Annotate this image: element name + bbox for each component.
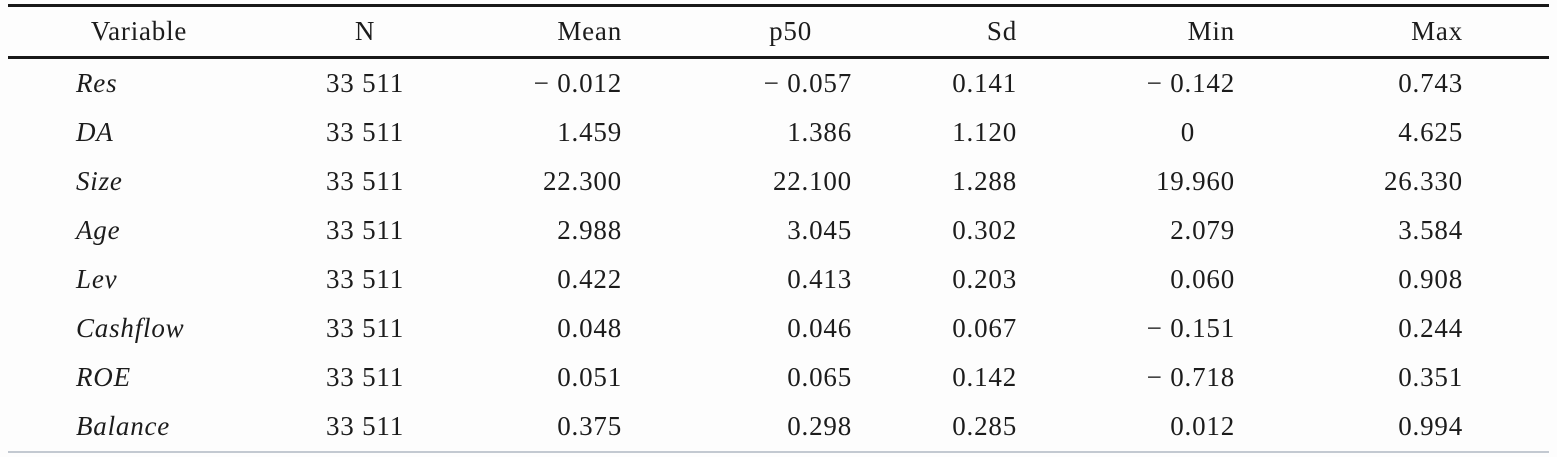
cell-mean: 2.988 [557, 215, 622, 245]
table-header-row: Variable N Mean p50 Sd Min Max [8, 5, 1549, 58]
cell-mean: 1.459 [557, 117, 622, 147]
cell-max: 4.625 [1398, 117, 1463, 147]
column-header-sd: Sd [986, 16, 1017, 46]
cell-mean: 0.048 [557, 313, 622, 343]
cell-variable: DA [76, 117, 114, 147]
cell-mean: 22.300 [542, 166, 622, 196]
column-header-variable: Variable [90, 16, 188, 46]
cell-mean: 0.375 [557, 411, 622, 441]
table-row: Lev 33 511 0.422 0.413 0.203 0.060 0.908 [8, 255, 1549, 304]
cell-n: 33 511 [325, 166, 405, 196]
table-row: DA 33 511 1.459 1.386 1.120 0 4.625 [8, 108, 1549, 157]
cell-sd: 0.203 [952, 264, 1017, 294]
cell-min: − 0.718 [1146, 362, 1235, 392]
table-row: Res 33 511 − 0.012 − 0.057 0.141 − 0.142 0.743 [8, 58, 1549, 109]
cell-max: 0.743 [1398, 68, 1463, 98]
cell-p50: 22.100 [772, 166, 852, 196]
cell-p50: 0.413 [787, 264, 852, 294]
cell-max: 0.908 [1398, 264, 1463, 294]
cell-sd: 0.285 [952, 411, 1017, 441]
cell-sd: 1.120 [952, 117, 1017, 147]
cell-p50: 0.046 [787, 313, 852, 343]
cell-n: 33 511 [325, 411, 405, 441]
cell-min: − 0.151 [1146, 313, 1235, 343]
table-row: ROE 33 511 0.051 0.065 0.142 − 0.718 0.351 [8, 353, 1549, 402]
cell-max: 0.994 [1398, 411, 1463, 441]
column-header-n: N [354, 16, 376, 46]
cell-sd: 0.302 [952, 215, 1017, 245]
cell-variable: Lev [76, 264, 118, 294]
cell-p50: 3.045 [787, 215, 852, 245]
cell-p50: 0.298 [787, 411, 852, 441]
cell-max: 0.351 [1398, 362, 1463, 392]
cell-mean: 0.051 [557, 362, 622, 392]
cell-variable: Age [76, 215, 121, 245]
cell-sd: 0.142 [952, 362, 1017, 392]
cell-min: 0 [1180, 117, 1195, 147]
column-header-min: Min [1187, 16, 1235, 46]
table-row: Size 33 511 22.300 22.100 1.288 19.960 26.330 [8, 157, 1549, 206]
cell-mean: − 0.012 [533, 68, 622, 98]
cell-n: 33 511 [325, 117, 405, 147]
cell-max: 26.330 [1383, 166, 1463, 196]
table-row: Cashflow 33 511 0.048 0.046 0.067 − 0.151 0.24… [8, 304, 1549, 353]
cell-min: 0.012 [1170, 411, 1235, 441]
cell-max: 3.584 [1398, 215, 1463, 245]
cell-n: 33 511 [325, 68, 405, 98]
cell-mean: 0.422 [557, 264, 622, 294]
cell-sd: 0.141 [952, 68, 1017, 98]
cell-p50: − 0.057 [763, 68, 852, 98]
cell-n: 33 511 [325, 362, 405, 392]
cell-variable: Cashflow [76, 313, 185, 343]
column-header-max: Max [1411, 16, 1463, 46]
cell-sd: 0.067 [952, 313, 1017, 343]
column-header-p50: p50 [769, 16, 812, 46]
cell-n: 33 511 [325, 264, 405, 294]
table-row: Balance 33 511 0.375 0.298 0.285 0.012 0.994 [8, 402, 1549, 452]
cell-variable: Balance [76, 411, 171, 441]
paper-page: Variable N Mean p50 Sd Min Max Res 33 511 − 0.01… [0, 4, 1557, 457]
cell-min: 2.079 [1170, 215, 1235, 245]
cell-max: 0.244 [1398, 313, 1463, 343]
cell-n: 33 511 [325, 313, 405, 343]
summary-statistics-table: Variable N Mean p50 Sd Min Max Res 33 511 − 0.01… [8, 4, 1549, 453]
cell-variable: Size [76, 166, 123, 196]
column-header-mean: Mean [557, 16, 622, 46]
table-row: Age 33 511 2.988 3.045 0.302 2.079 3.584 [8, 206, 1549, 255]
cell-p50: 1.386 [787, 117, 852, 147]
cell-variable: Res [76, 68, 118, 98]
cell-min: − 0.142 [1146, 68, 1235, 98]
cell-sd: 1.288 [952, 166, 1017, 196]
cell-variable: ROE [76, 362, 131, 392]
cell-n: 33 511 [325, 215, 405, 245]
cell-p50: 0.065 [787, 362, 852, 392]
cell-min: 0.060 [1170, 264, 1235, 294]
cell-min: 19.960 [1155, 166, 1235, 196]
